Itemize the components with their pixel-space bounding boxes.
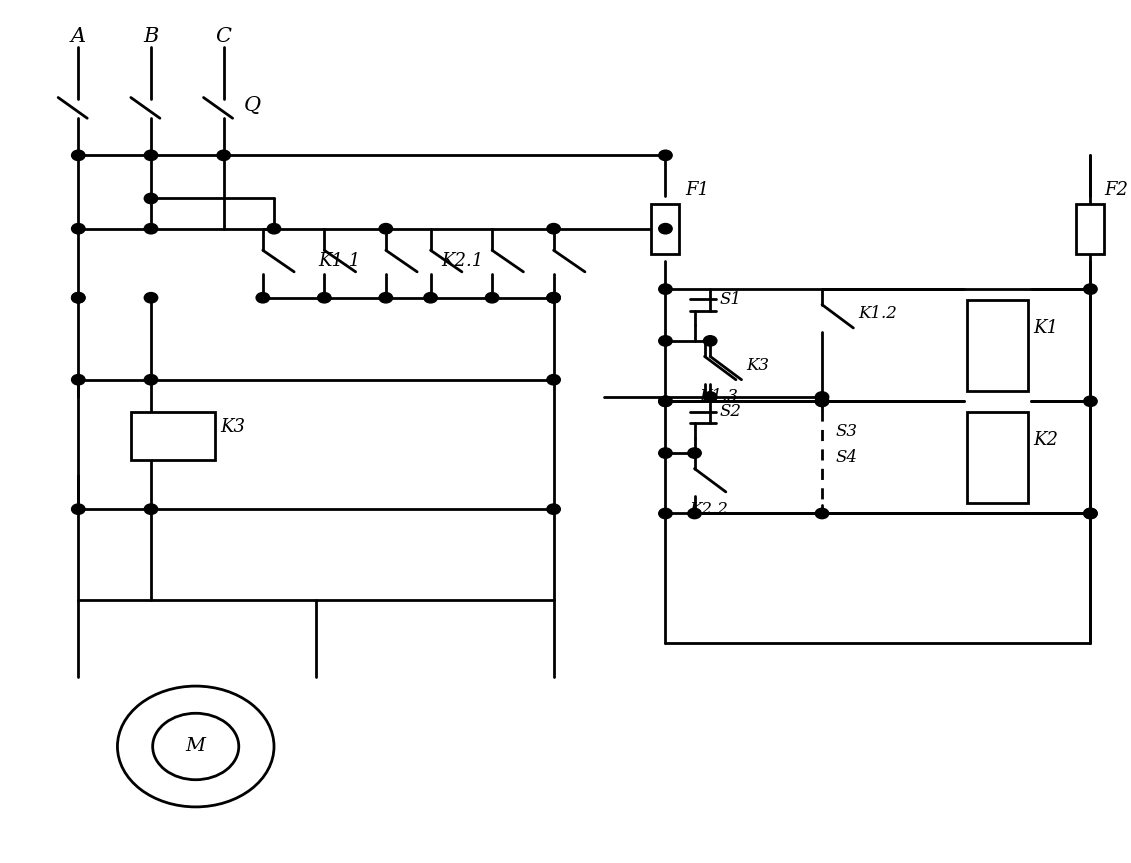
Text: K1.3: K1.3 [699, 388, 737, 406]
Bar [1077, 204, 1104, 254]
Circle shape [1083, 508, 1097, 519]
Text: M: M [185, 738, 206, 755]
Circle shape [1083, 284, 1097, 294]
Circle shape [658, 150, 672, 161]
Circle shape [688, 508, 701, 519]
Circle shape [217, 150, 231, 161]
Circle shape [145, 293, 157, 303]
Circle shape [71, 375, 85, 385]
Circle shape [815, 396, 829, 406]
Text: S2: S2 [719, 403, 741, 420]
Circle shape [547, 504, 560, 514]
Circle shape [256, 293, 269, 303]
Text: F1: F1 [685, 181, 709, 198]
Text: K2: K2 [1034, 432, 1059, 449]
Text: F2: F2 [1104, 181, 1128, 198]
Circle shape [145, 224, 157, 234]
Text: S4: S4 [836, 449, 857, 466]
Text: Q: Q [244, 96, 261, 115]
Circle shape [547, 293, 560, 303]
Circle shape [703, 392, 717, 402]
Circle shape [145, 193, 157, 204]
Text: K1: K1 [1034, 319, 1059, 337]
Circle shape [145, 504, 157, 514]
Circle shape [658, 396, 672, 406]
Circle shape [658, 284, 672, 294]
Text: K2.1: K2.1 [442, 252, 484, 269]
Circle shape [145, 375, 157, 385]
Text: K3: K3 [746, 356, 769, 374]
Circle shape [658, 508, 672, 519]
Circle shape [658, 224, 672, 234]
Circle shape [267, 224, 280, 234]
Circle shape [1083, 508, 1097, 519]
Circle shape [71, 293, 85, 303]
Bar [131, 413, 215, 459]
Circle shape [71, 504, 85, 514]
Circle shape [485, 293, 499, 303]
Text: K3: K3 [221, 419, 245, 436]
Text: S1: S1 [719, 291, 741, 308]
Circle shape [547, 224, 560, 234]
Text: C: C [216, 27, 232, 46]
Text: A: A [71, 27, 86, 46]
Bar [967, 300, 1028, 390]
Circle shape [424, 293, 438, 303]
Circle shape [379, 224, 392, 234]
Circle shape [703, 336, 717, 346]
Circle shape [547, 375, 560, 385]
Circle shape [658, 448, 672, 458]
Circle shape [379, 293, 392, 303]
Text: K2.2: K2.2 [689, 501, 728, 518]
Circle shape [658, 396, 672, 406]
Circle shape [318, 293, 331, 303]
Bar [651, 204, 680, 254]
Circle shape [71, 293, 85, 303]
Circle shape [815, 508, 829, 519]
Text: B: B [144, 27, 158, 46]
Circle shape [547, 293, 560, 303]
Text: S3: S3 [836, 423, 857, 440]
Circle shape [145, 150, 157, 161]
Circle shape [1083, 396, 1097, 406]
Text: K1.1: K1.1 [319, 252, 361, 269]
Bar [967, 412, 1028, 502]
Circle shape [815, 396, 829, 406]
Text: K1.2: K1.2 [857, 305, 897, 322]
Circle shape [71, 224, 85, 234]
Circle shape [71, 150, 85, 161]
Circle shape [815, 392, 829, 402]
Circle shape [153, 713, 239, 780]
Circle shape [118, 686, 274, 807]
Circle shape [658, 336, 672, 346]
Circle shape [688, 448, 701, 458]
